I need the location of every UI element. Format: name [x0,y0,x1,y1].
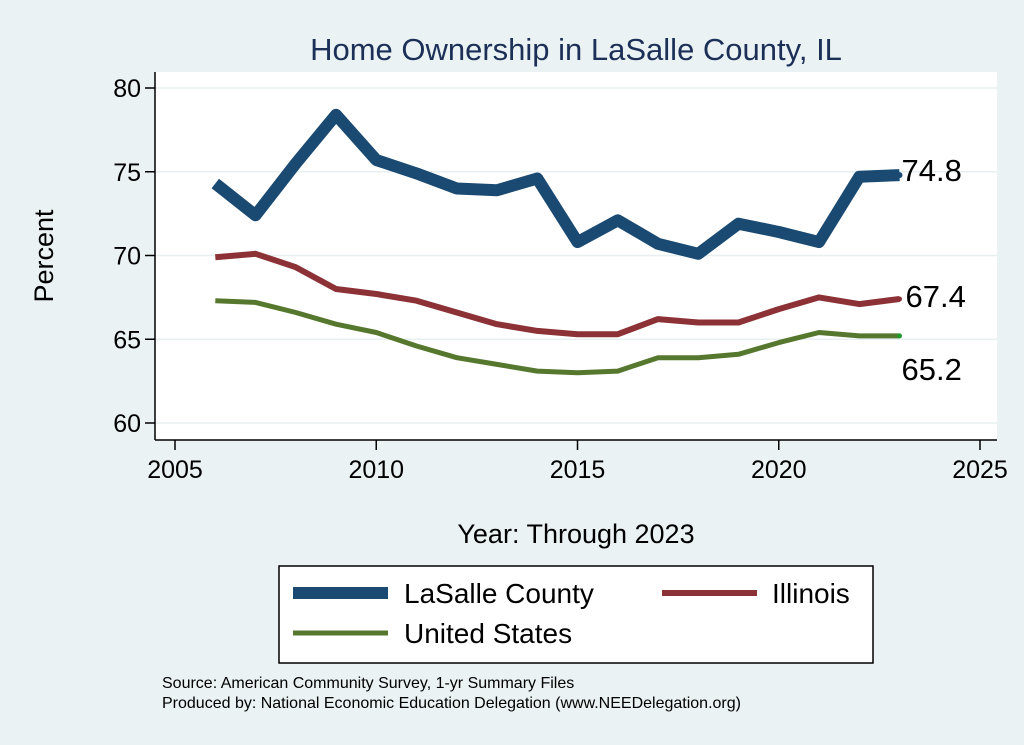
y-tick-label: 70 [113,243,141,271]
end-label-united-states: 65.2 [902,352,962,387]
x-tick-label: 2010 [348,456,404,484]
series-line-united-states [215,298,900,376]
legend-box [278,565,874,664]
axis-ticks: 60 65 70 75 80 2005 2010 2015 2020 2025 [113,75,1008,484]
y-tick-label: 80 [113,75,141,103]
y-tick-label: 65 [113,326,141,354]
series-end-point-illinois [897,296,902,302]
legend: LaSalle County Illinois United States [278,565,874,664]
legend-label-illinois: Illinois [772,578,850,609]
end-label-illinois: 67.4 [906,279,966,314]
series-end-point-lasalle [896,172,903,179]
y-tick-label: 60 [113,410,141,438]
series-lines [211,108,903,376]
chart-title: Home Ownership in LaSalle County, IL [310,32,842,67]
legend-label-lasalle: LaSalle County [404,578,594,609]
x-tick-label: 2020 [751,456,807,484]
x-tick-label: 2025 [952,456,1008,484]
legend-label-united-states: United States [404,618,572,649]
end-labels: 74.8 67.4 65.2 [902,153,966,387]
producer-note: Produced by: National Economic Education… [162,695,741,712]
series-line-illinois [215,250,900,338]
source-note: Source: American Community Survey, 1-yr … [162,675,574,692]
x-tick-label: 2015 [550,456,606,484]
end-label-lasalle: 74.8 [902,153,962,188]
series-end-point-united-states [897,333,902,339]
y-tick-label: 75 [113,159,141,187]
x-axis-title: Year: Through 2023 [457,519,694,549]
x-tick-label: 2005 [147,456,203,484]
y-axis-title: Percent [29,209,59,303]
series-line-lasalle [211,108,900,260]
